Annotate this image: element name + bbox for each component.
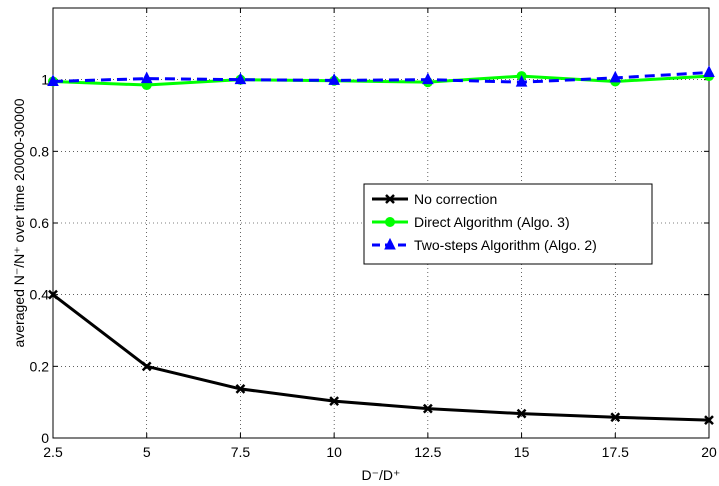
data-point (235, 384, 246, 394)
series-3 (47, 65, 715, 87)
x-tick-label: 2.5 (43, 444, 63, 460)
y-tick-label: 0.4 (30, 287, 50, 303)
x-tick-label: 15 (514, 444, 530, 460)
data-point (422, 72, 434, 85)
series-1 (48, 289, 714, 425)
y-tick-label: 0.6 (30, 215, 50, 231)
y-tick-label: 1 (41, 72, 49, 88)
data-point (234, 72, 247, 85)
data-point (328, 73, 340, 85)
legend-label: Two-steps Algorithm (Algo. 2) (414, 237, 597, 253)
legend: No correction Direct Algorithm (Algo. 3) T… (363, 183, 653, 265)
series-line (52, 293, 710, 422)
data-point (140, 71, 153, 84)
data-point (609, 70, 622, 83)
legend-box (363, 183, 653, 265)
data-point (329, 396, 340, 406)
y-axis-title: averaged N⁻/N⁺ over time 20000-30000 (11, 98, 27, 347)
data-point (610, 412, 621, 423)
data-point (47, 74, 59, 86)
y-tick-label: 0.2 (30, 358, 50, 374)
axis-ticks: 2.5 5 7.5 10 12.5 15 17.5 20 0 0.2 0.4 0.6 0.8 1 (30, 8, 717, 460)
series-layer (47, 65, 715, 425)
data-point (515, 75, 528, 87)
x-axis-title: D⁻/D⁺ (362, 467, 401, 483)
x-tick-label: 20 (701, 444, 717, 460)
y-tick-label: 0.8 (30, 143, 50, 159)
data-point (48, 289, 58, 300)
data-point (516, 408, 527, 419)
y-tick-label: 0 (41, 430, 49, 446)
data-point (422, 403, 433, 414)
legend-label: No correction (414, 191, 497, 207)
x-tick-label: 10 (326, 444, 342, 460)
data-point (704, 415, 714, 425)
x-tick-label: 5 (143, 444, 151, 460)
legend-label: Direct Algorithm (Algo. 3) (414, 214, 570, 230)
legend-swatch-marker (385, 194, 395, 204)
legend-swatch-marker (384, 237, 396, 250)
x-tick-label: 7.5 (231, 444, 251, 460)
data-point (703, 65, 715, 77)
series-line (52, 71, 710, 84)
x-tick-label: 17.5 (602, 444, 629, 460)
data-point (141, 361, 152, 372)
legend-swatch-marker (385, 217, 395, 227)
x-tick-label: 12.5 (414, 444, 441, 460)
